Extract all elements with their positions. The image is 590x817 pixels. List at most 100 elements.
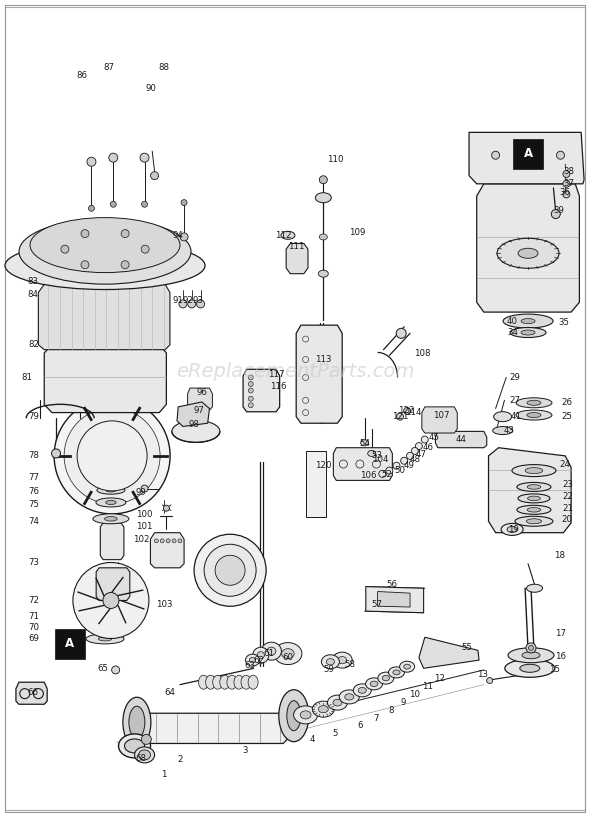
- Text: 116: 116: [270, 382, 287, 391]
- Text: A: A: [523, 147, 533, 160]
- Text: 69: 69: [29, 634, 40, 644]
- Ellipse shape: [253, 647, 269, 663]
- Text: 47: 47: [416, 449, 427, 459]
- Text: 93: 93: [192, 296, 203, 306]
- Circle shape: [81, 230, 89, 238]
- Ellipse shape: [332, 652, 352, 668]
- Ellipse shape: [337, 657, 347, 663]
- Circle shape: [526, 643, 536, 653]
- Ellipse shape: [248, 675, 258, 690]
- Ellipse shape: [124, 739, 145, 753]
- Text: 113: 113: [315, 355, 332, 364]
- Text: 7: 7: [373, 714, 379, 724]
- Circle shape: [140, 153, 149, 163]
- Polygon shape: [378, 592, 410, 607]
- Circle shape: [81, 261, 89, 269]
- Bar: [55, 629, 84, 659]
- Text: 101: 101: [136, 522, 153, 532]
- Ellipse shape: [393, 670, 400, 675]
- Ellipse shape: [516, 410, 552, 420]
- Circle shape: [204, 544, 256, 596]
- Ellipse shape: [261, 642, 281, 660]
- Circle shape: [160, 539, 164, 542]
- Ellipse shape: [345, 694, 354, 700]
- Ellipse shape: [512, 465, 556, 476]
- Polygon shape: [44, 345, 166, 413]
- Text: 102: 102: [133, 534, 150, 544]
- Ellipse shape: [315, 193, 332, 203]
- Text: 39: 39: [554, 206, 565, 216]
- Circle shape: [551, 209, 560, 219]
- Text: 20: 20: [561, 515, 572, 525]
- Text: 3: 3: [242, 745, 248, 755]
- Text: 98: 98: [188, 420, 199, 430]
- Text: 87: 87: [104, 63, 114, 73]
- Ellipse shape: [327, 695, 348, 710]
- Ellipse shape: [508, 648, 554, 663]
- Text: 100: 100: [136, 510, 153, 520]
- Text: 58: 58: [345, 659, 355, 669]
- Ellipse shape: [382, 676, 389, 681]
- Ellipse shape: [267, 647, 276, 655]
- Text: 77: 77: [29, 473, 40, 483]
- Text: 34: 34: [508, 328, 519, 337]
- Text: 120: 120: [315, 461, 332, 471]
- Ellipse shape: [388, 667, 405, 678]
- Ellipse shape: [96, 498, 126, 507]
- Circle shape: [172, 539, 176, 542]
- Ellipse shape: [520, 664, 540, 672]
- Ellipse shape: [30, 217, 180, 273]
- Text: 79: 79: [29, 412, 40, 422]
- Text: 25: 25: [561, 412, 572, 422]
- Ellipse shape: [86, 634, 124, 644]
- Ellipse shape: [319, 234, 327, 240]
- Ellipse shape: [525, 467, 543, 474]
- Text: 117: 117: [268, 369, 284, 379]
- Ellipse shape: [366, 678, 382, 690]
- Ellipse shape: [99, 637, 112, 641]
- Text: 110: 110: [327, 154, 343, 164]
- Text: 68: 68: [135, 753, 146, 763]
- Text: 13: 13: [477, 669, 488, 679]
- Ellipse shape: [527, 413, 541, 417]
- Polygon shape: [96, 568, 130, 600]
- Ellipse shape: [234, 675, 244, 690]
- Text: 41: 41: [511, 412, 522, 422]
- Circle shape: [103, 592, 119, 609]
- Ellipse shape: [521, 330, 535, 335]
- Ellipse shape: [95, 471, 127, 481]
- Ellipse shape: [521, 319, 535, 324]
- Circle shape: [181, 199, 187, 206]
- Ellipse shape: [518, 493, 550, 503]
- Circle shape: [77, 421, 147, 491]
- Text: 63: 63: [244, 661, 255, 671]
- Ellipse shape: [199, 675, 208, 690]
- Text: 26: 26: [561, 398, 572, 408]
- Text: 23: 23: [563, 480, 573, 489]
- Ellipse shape: [281, 231, 295, 239]
- Circle shape: [73, 562, 149, 639]
- Text: 94: 94: [173, 230, 183, 240]
- Circle shape: [150, 172, 159, 180]
- Text: 86: 86: [76, 70, 87, 80]
- Text: 10: 10: [409, 690, 420, 699]
- Circle shape: [194, 534, 266, 606]
- Ellipse shape: [100, 614, 110, 618]
- Text: 24: 24: [560, 459, 571, 469]
- Ellipse shape: [93, 514, 129, 524]
- Text: 75: 75: [29, 500, 40, 510]
- Ellipse shape: [404, 664, 411, 669]
- Text: 16: 16: [555, 651, 566, 661]
- Circle shape: [248, 382, 253, 386]
- Ellipse shape: [378, 672, 394, 684]
- Polygon shape: [16, 682, 47, 704]
- Circle shape: [393, 462, 400, 469]
- Polygon shape: [100, 523, 124, 560]
- Text: 1: 1: [161, 770, 167, 779]
- Text: 107: 107: [433, 410, 450, 420]
- Ellipse shape: [518, 248, 538, 258]
- Ellipse shape: [279, 690, 309, 742]
- Ellipse shape: [515, 516, 553, 526]
- Circle shape: [51, 449, 61, 458]
- Circle shape: [529, 645, 533, 650]
